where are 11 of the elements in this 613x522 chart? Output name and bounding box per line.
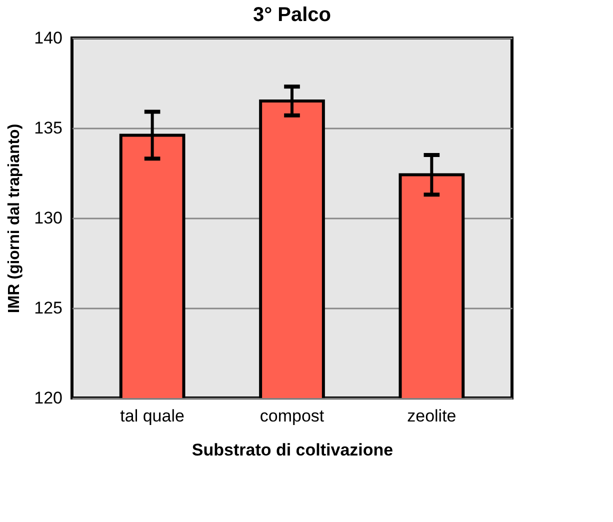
- x-axis-title: Substrato di coltivazione: [192, 440, 394, 460]
- chart-title: 3° Palco: [252, 4, 332, 26]
- y-tick-label: 125: [34, 298, 62, 318]
- y-axis-title: IMR (giorni dal trapianto): [6, 124, 24, 314]
- y-tick-label: 120: [34, 388, 62, 408]
- y-tick-label: 130: [34, 208, 62, 228]
- y-tick-label: 140: [34, 28, 62, 48]
- x-tick-label: compost: [260, 406, 324, 426]
- y-tick-label: 135: [34, 118, 62, 138]
- x-tick-label: zeolite: [407, 406, 456, 426]
- x-tick-label: tal quale: [120, 406, 184, 426]
